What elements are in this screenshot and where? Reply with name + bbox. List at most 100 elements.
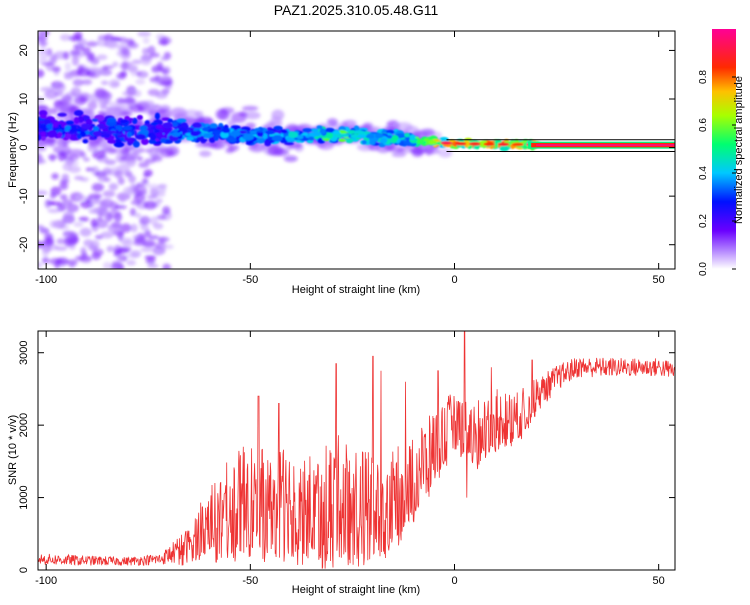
spectrogram-blob [107, 39, 119, 50]
spectrogram-blob [61, 173, 70, 181]
spectrogram-blob [160, 244, 174, 250]
spectrogram-blob [231, 130, 241, 137]
spectrogram-blob [160, 56, 169, 61]
snr-x-tick-label: 50 [653, 575, 665, 587]
spectrogram-blob [65, 120, 75, 125]
spectrogram-blob [162, 263, 172, 269]
spectrogram-blob [116, 255, 123, 263]
spectrogram-blob [257, 126, 264, 133]
spectrogram-blob [113, 108, 123, 117]
spectrogram-blob [129, 104, 144, 113]
spectrogram-x-tick-label: -50 [242, 274, 258, 286]
spectrogram-blob [387, 146, 405, 153]
spectrogram-blob [81, 47, 91, 54]
spectrogram-blob [118, 196, 127, 203]
spectrogram-blob [136, 114, 143, 120]
spectrogram-blob [130, 68, 138, 77]
spectrogram-blob [332, 130, 341, 135]
spectrogram-blob [99, 201, 110, 212]
spectrogram-y-ticks: -20 -10 0 10 20 [18, 44, 675, 253]
spectrogram-blob [49, 220, 58, 228]
spectrogram-blob [112, 61, 119, 68]
spectrogram-blob [57, 112, 67, 117]
spectrogram-blob [56, 203, 67, 212]
snr-y-ticks: 0 1000 2000 3000 [18, 340, 675, 573]
spectrogram-blob [141, 178, 149, 185]
spectrogram-blob [67, 237, 77, 247]
spectrogram-blob [172, 121, 178, 127]
spectrogram-blob [316, 125, 323, 130]
spectrogram-blob [203, 133, 214, 138]
spectrogram-blob [59, 194, 68, 201]
spectrogram-blob [267, 145, 284, 156]
spectrogram-blob [49, 154, 56, 162]
spectrogram-blob [325, 133, 334, 139]
spectrogram-blob [164, 84, 173, 90]
spectrogram-blob [86, 41, 99, 47]
spectrogram-y-tick-label: -20 [18, 237, 30, 253]
spectrogram-blob [87, 101, 98, 110]
spectrogram-blob [339, 133, 350, 138]
spectrogram-blob [114, 170, 124, 179]
snr-y-tick-label: 1000 [18, 485, 30, 509]
spectrogram-blob [334, 133, 343, 138]
spectrogram-blob [97, 98, 105, 107]
spectrogram-blob [142, 47, 149, 56]
spectrogram-blob [59, 181, 69, 191]
spectrogram-blob [56, 238, 66, 245]
spectrogram-blob [249, 130, 259, 134]
spectrogram-blob [162, 206, 171, 215]
spectrogram-blob [176, 118, 187, 123]
spectrogram-blob [345, 138, 354, 144]
spectrogram-blob [312, 131, 322, 137]
spectrogram-blob [38, 31, 50, 36]
spectrogram-blob [153, 222, 164, 230]
colorbar-tick-label: 0.2 [698, 214, 709, 228]
spectrogram-blob [51, 172, 59, 180]
spectrogram-blob [66, 259, 78, 266]
spectrogram-blob [254, 127, 261, 132]
spectrogram-noise [38, 31, 453, 269]
spectrogram-blob [167, 118, 174, 123]
spectrogram-y-tick-label: 0 [18, 145, 30, 151]
snr-y-tick-label: 0 [18, 567, 30, 573]
spectrogram-blob [92, 130, 102, 137]
spectrogram-blob [309, 128, 319, 133]
spectrogram-blob [361, 139, 367, 145]
spectrogram-blob [347, 130, 357, 134]
colorbar-tick-label: 0.8 [698, 70, 709, 84]
spectrogram-blob [40, 131, 47, 137]
snr-y-tick-label: 2000 [18, 413, 30, 437]
spectrogram-blob [90, 199, 103, 205]
snr-frame [37, 330, 676, 571]
spectrogram-blob [463, 140, 471, 147]
spectrogram-blob [100, 80, 109, 86]
spectrogram-blob [87, 140, 101, 147]
snr-x-tick-label: -100 [35, 575, 57, 587]
spectrogram-blob [142, 37, 150, 44]
spectrogram-blob [81, 79, 93, 86]
spectrogram-blob [106, 245, 115, 253]
spectrogram-blob [145, 257, 156, 265]
spectrogram-blob [41, 256, 50, 265]
spectrogram-blob [147, 45, 156, 55]
spectrogram-blob [83, 157, 90, 162]
spectrogram-y-tick-label: 20 [18, 44, 30, 56]
spectrogram-blob [244, 111, 261, 120]
spectrogram-blob [102, 261, 112, 269]
spectrogram-blob [77, 64, 85, 73]
spectrogram-blob [156, 61, 164, 72]
snr-y-tick-label: 3000 [18, 340, 30, 364]
spectrogram-blob [47, 208, 61, 214]
spectrogram-blob [296, 134, 304, 140]
spectrogram-blob [385, 129, 395, 135]
spectrogram-blob [49, 192, 57, 200]
spectrogram-blob [284, 142, 295, 146]
spectrogram-blob [113, 205, 127, 210]
spectrogram-blob [73, 116, 80, 124]
spectrogram-x-tick-label: -100 [35, 274, 57, 286]
spectrogram-blob [221, 127, 231, 134]
spectrogram-blob [438, 148, 453, 158]
spectrogram-blob [78, 216, 90, 222]
